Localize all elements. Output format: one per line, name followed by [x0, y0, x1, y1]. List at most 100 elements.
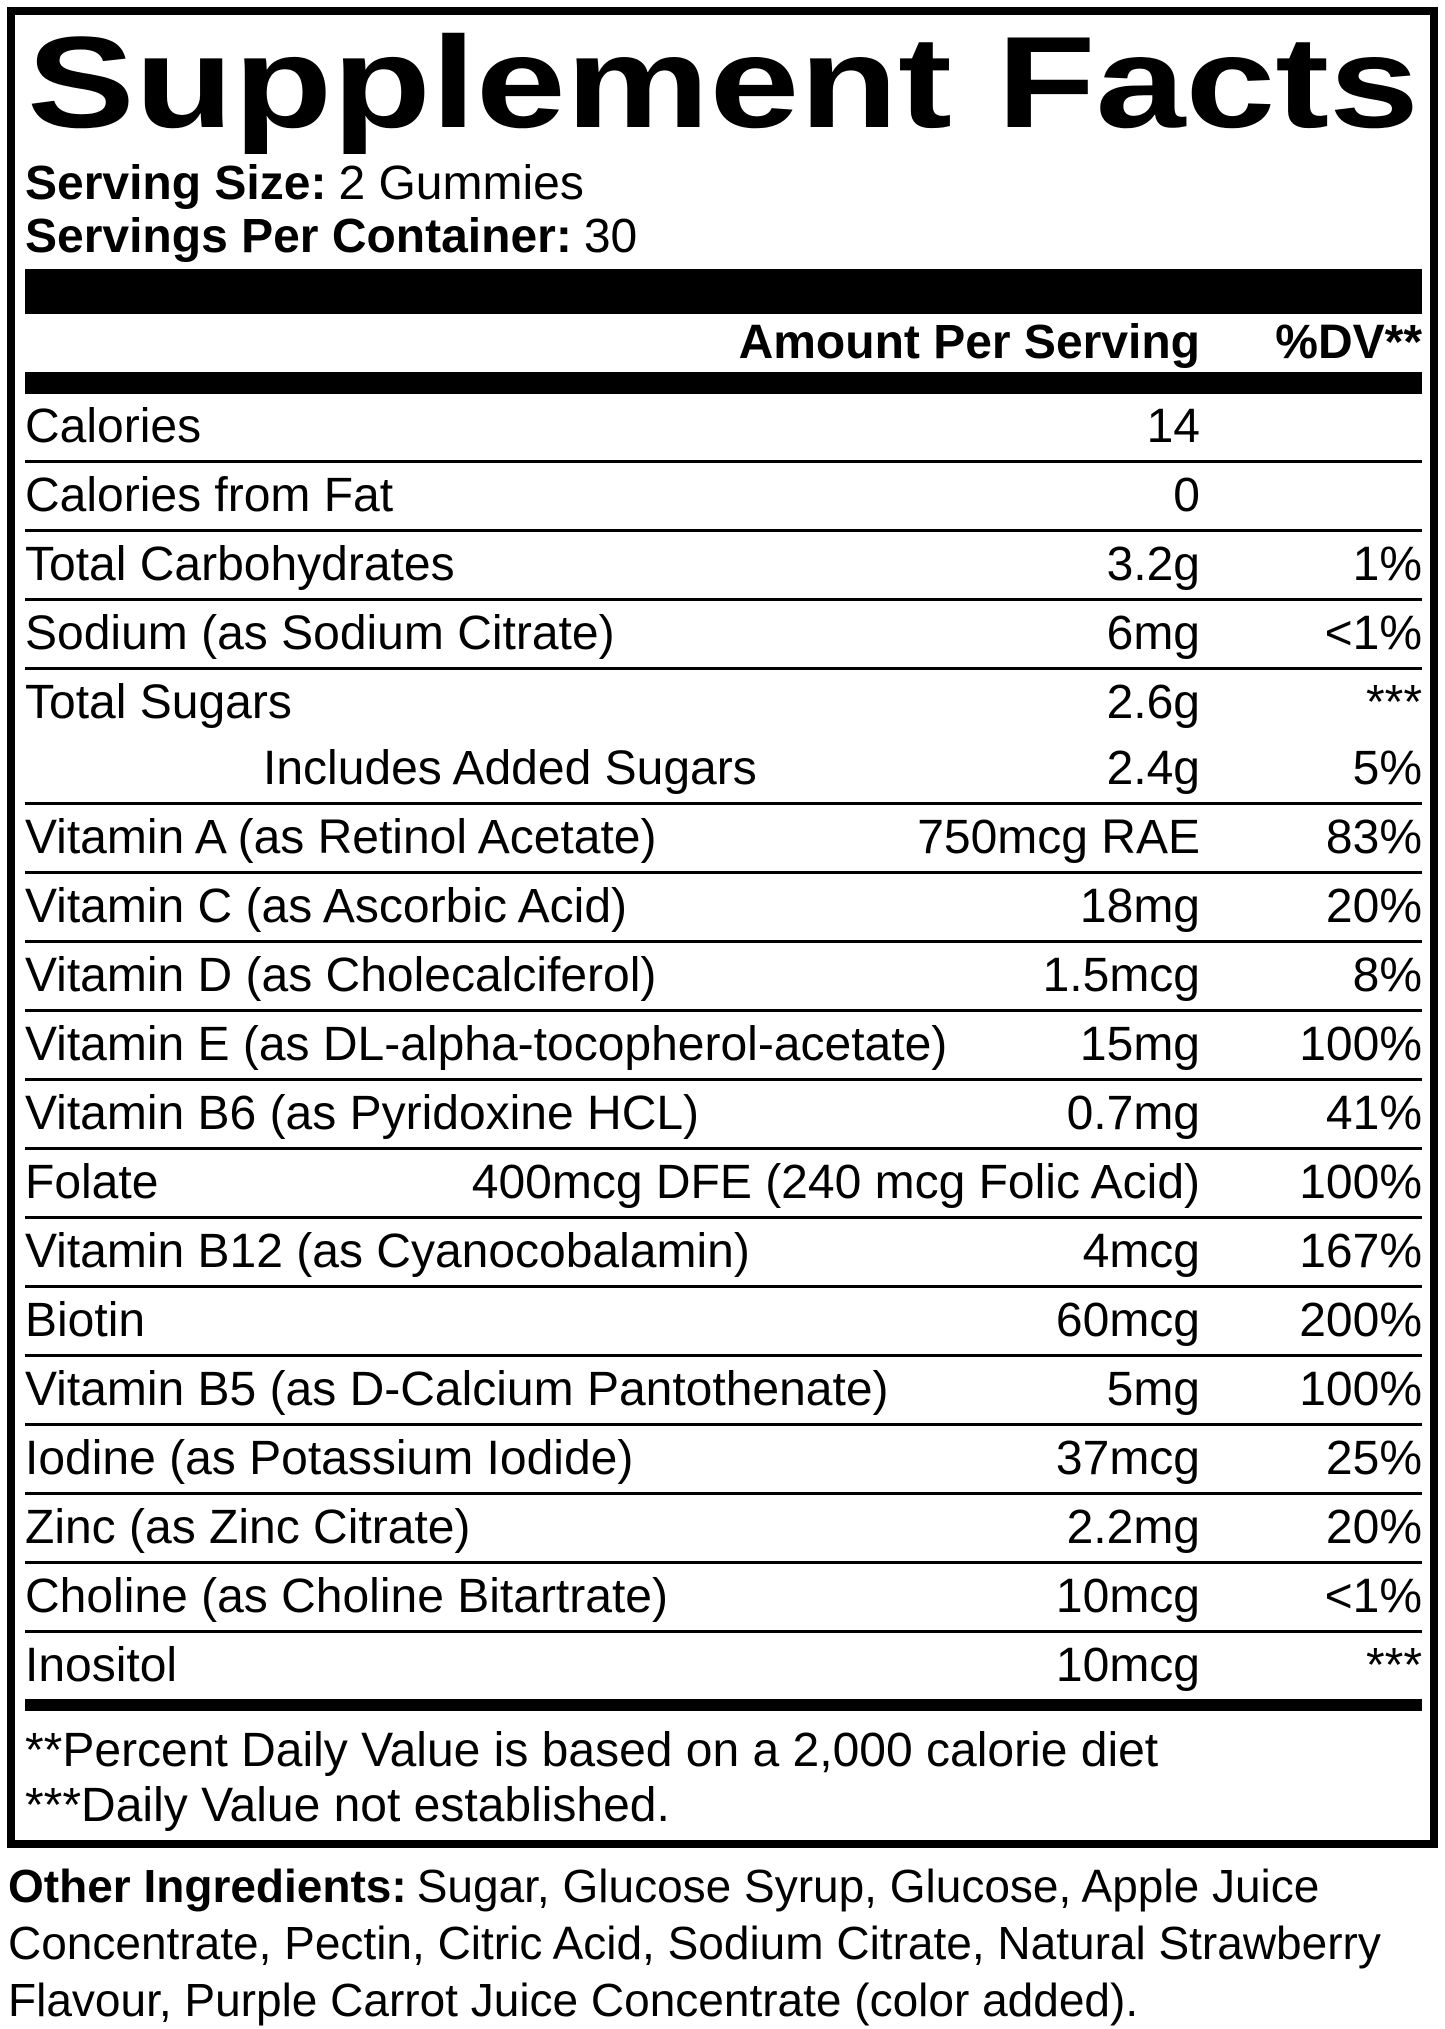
header-divider-bar	[25, 372, 1422, 394]
nutrient-name: Vitamin A (as Retinol Acetate)	[25, 811, 657, 864]
other-ingredients-line-2: Concentrate, Pectin, Citric Acid, Sodium…	[8, 1917, 1381, 1969]
nutrient-name: Total Carbohydrates	[25, 538, 455, 591]
nutrient-amount: 2.6g	[1106, 676, 1200, 729]
other-ingredients-text-1: Sugar, Glucose Syrup, Glucose, Apple Jui…	[416, 1860, 1320, 1912]
nutrient-dv: 1%	[1352, 538, 1422, 591]
table-row: Vitamin B6 (as Pyridoxine HCL) 0.7mg 41%	[25, 1081, 1422, 1150]
nutrient-dv: 20%	[1325, 880, 1422, 933]
table-row: Zinc (as Zinc Citrate) 2.2mg 20%	[25, 1495, 1422, 1564]
nutrient-dv: 200%	[1299, 1294, 1422, 1347]
nutrient-dv	[1200, 394, 1422, 460]
nutrient-amount: 18mg	[1079, 880, 1200, 933]
table-row: Sodium (as Sodium Citrate) 6mg <1%	[25, 601, 1422, 670]
nutrient-dv: 8%	[1352, 949, 1422, 1002]
table-row: Folate 400mcg DFE (240 mcg Folic Acid) 1…	[25, 1150, 1422, 1219]
nutrient-name: Folate	[25, 1156, 159, 1209]
nutrient-name: Vitamin B6 (as Pyridoxine HCL)	[25, 1087, 700, 1140]
nutrient-name: Choline (as Choline Bitartrate)	[25, 1570, 668, 1623]
nutrient-dv: <1%	[1324, 1570, 1422, 1623]
nutrient-dv: 100%	[1299, 1156, 1422, 1209]
amount-per-serving-header: Amount Per Serving	[738, 316, 1200, 369]
nutrient-name: Biotin	[25, 1294, 146, 1347]
nutrient-dv: <1%	[1324, 607, 1422, 660]
serving-size-line: Serving Size: 2 Gummies	[25, 157, 1422, 210]
other-ingredients-line-3: Flavour, Purple Carrot Juice Concentrate…	[8, 1974, 1139, 2026]
nutrient-amount: 10mcg	[1055, 1570, 1200, 1623]
nutrient-name: Vitamin C (as Ascorbic Acid)	[25, 880, 627, 933]
other-ingredients-label: Other Ingredients:	[8, 1860, 407, 1912]
footnotes: **Percent Daily Value is based on a 2,00…	[25, 1723, 1422, 1833]
table-row: Includes Added Sugars 2.4g 5%	[25, 736, 1422, 805]
table-row: Vitamin D (as Cholecalciferol) 1.5mcg 8%	[25, 943, 1422, 1012]
nutrient-name: Calories	[25, 400, 202, 453]
nutrient-amount: 14	[1146, 400, 1200, 453]
table-row: Vitamin B5 (as D-Calcium Pantothenate) 5…	[25, 1357, 1422, 1426]
facts-table: Calories 14 Calories from Fat 0 Total Ca…	[25, 394, 1422, 1699]
nutrient-amount: 15mg	[1079, 1018, 1200, 1071]
nutrient-dv: 41%	[1325, 1087, 1422, 1140]
table-header-row: Amount Per Serving %DV**	[25, 314, 1422, 372]
nutrient-amount: 4mcg	[1082, 1225, 1200, 1278]
nutrient-dv: ***	[1365, 676, 1422, 729]
not-established-footnote: ***Daily Value not established.	[25, 1779, 670, 1832]
page-title: Supplement Facts	[27, 21, 1419, 155]
table-row: Iodine (as Potassium Iodide) 37mcg 25%	[25, 1426, 1422, 1495]
nutrient-dv: 5%	[1352, 742, 1422, 795]
table-row: Vitamin A (as Retinol Acetate) 750mcg RA…	[25, 805, 1422, 874]
nutrient-amount: 2.2mg	[1066, 1501, 1200, 1554]
supplement-facts-title: Supplement Facts	[27, 21, 1419, 155]
nutrient-name: Vitamin B12 (as Cyanocobalamin)	[25, 1225, 750, 1278]
nutrient-name: Vitamin E (as DL-alpha-tocopherol-acetat…	[25, 1018, 948, 1071]
nutrient-amount: 750mcg RAE	[917, 811, 1200, 864]
nutrient-amount: 37mcg	[1055, 1432, 1200, 1485]
serving-size-value: 2 Gummies	[338, 157, 584, 210]
nutrient-name: Iodine (as Potassium Iodide)	[25, 1432, 634, 1485]
table-row: Calories 14	[25, 394, 1422, 463]
nutrient-dv: 100%	[1299, 1363, 1422, 1416]
nutrient-name: Total Sugars	[25, 676, 292, 729]
table-row: Vitamin B12 (as Cyanocobalamin) 4mcg 167…	[25, 1219, 1422, 1288]
table-row: Inositol 10mcg ***	[25, 1633, 1422, 1699]
nutrient-name: Sodium (as Sodium Citrate)	[25, 607, 615, 660]
nutrient-name: Includes Added Sugars	[263, 742, 757, 795]
nutrient-name: Zinc (as Zinc Citrate)	[25, 1501, 471, 1554]
table-row: Vitamin C (as Ascorbic Acid) 18mg 20%	[25, 874, 1422, 943]
nutrient-dv: ***	[1365, 1639, 1422, 1692]
thick-divider-bar	[25, 269, 1422, 314]
nutrient-amount: 0.7mg	[1066, 1087, 1200, 1140]
table-row: Choline (as Choline Bitartrate) 10mcg <1…	[25, 1564, 1422, 1633]
nutrient-name: Vitamin B5 (as D-Calcium Pantothenate)	[25, 1363, 889, 1416]
nutrient-amount: 2.4g	[1106, 742, 1200, 795]
supplement-facts-panel: Supplement Facts Serving Size: 2 Gummies …	[7, 7, 1438, 1848]
nutrient-amount: 60mcg	[1055, 1294, 1200, 1347]
nutrient-amount: 3.2g	[1106, 538, 1200, 591]
other-ingredients: Other Ingredients: Sugar, Glucose Syrup, …	[8, 1858, 1440, 2029]
nutrient-dv: 83%	[1325, 811, 1422, 864]
nutrient-dv	[1200, 463, 1422, 529]
other-ingredients-line-1: Other Ingredients: Sugar, Glucose Syrup, …	[8, 1858, 1440, 1915]
nutrient-dv: 20%	[1325, 1501, 1422, 1554]
servings-per-container-label: Servings Per Container:	[25, 210, 572, 263]
servings-per-container-line: Servings Per Container: 30	[25, 210, 1422, 263]
table-row: Total Carbohydrates 3.2g 1%	[25, 532, 1422, 601]
nutrient-amount: 0	[1173, 469, 1200, 522]
nutrient-amount: 5mg	[1106, 1363, 1200, 1416]
servings-per-container-value: 30	[583, 210, 638, 263]
nutrient-dv: 25%	[1325, 1432, 1422, 1485]
nutrient-amount: 10mcg	[1055, 1639, 1200, 1692]
nutrient-amount: 400mcg DFE (240 mcg Folic Acid)	[471, 1156, 1200, 1209]
table-row: Biotin 60mcg 200%	[25, 1288, 1422, 1357]
nutrient-dv: 167%	[1299, 1225, 1422, 1278]
percent-dv-header: %DV**	[1275, 316, 1422, 369]
nutrient-name: Vitamin D (as Cholecalciferol)	[25, 949, 657, 1002]
nutrient-amount: 1.5mcg	[1042, 949, 1200, 1002]
table-row: Calories from Fat 0	[25, 463, 1422, 532]
nutrient-name: Calories from Fat	[25, 469, 394, 522]
nutrient-amount: 6mg	[1106, 607, 1200, 660]
percent-dv-footnote: **Percent Daily Value is based on a 2,00…	[25, 1724, 1159, 1777]
nutrient-dv: 100%	[1299, 1018, 1422, 1071]
nutrient-name: Inositol	[25, 1639, 178, 1692]
serving-size-label: Serving Size:	[25, 157, 327, 210]
table-row: Total Sugars 2.6g ***	[25, 670, 1422, 736]
table-row: Vitamin E (as DL-alpha-tocopherol-acetat…	[25, 1012, 1422, 1081]
